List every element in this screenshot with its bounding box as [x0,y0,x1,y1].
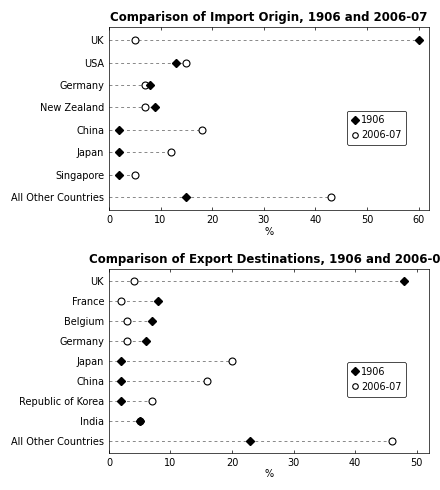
Title: Comparison of Export Destinations, 1906 and 2006-07: Comparison of Export Destinations, 1906 … [89,253,440,267]
Title: Comparison of Import Origin, 1906 and 2006-07: Comparison of Import Origin, 1906 and 20… [110,11,428,24]
Legend: 1906, 2006-07: 1906, 2006-07 [347,111,407,145]
Legend: 1906, 2006-07: 1906, 2006-07 [347,362,407,396]
X-axis label: %: % [264,469,274,479]
X-axis label: %: % [264,227,274,237]
